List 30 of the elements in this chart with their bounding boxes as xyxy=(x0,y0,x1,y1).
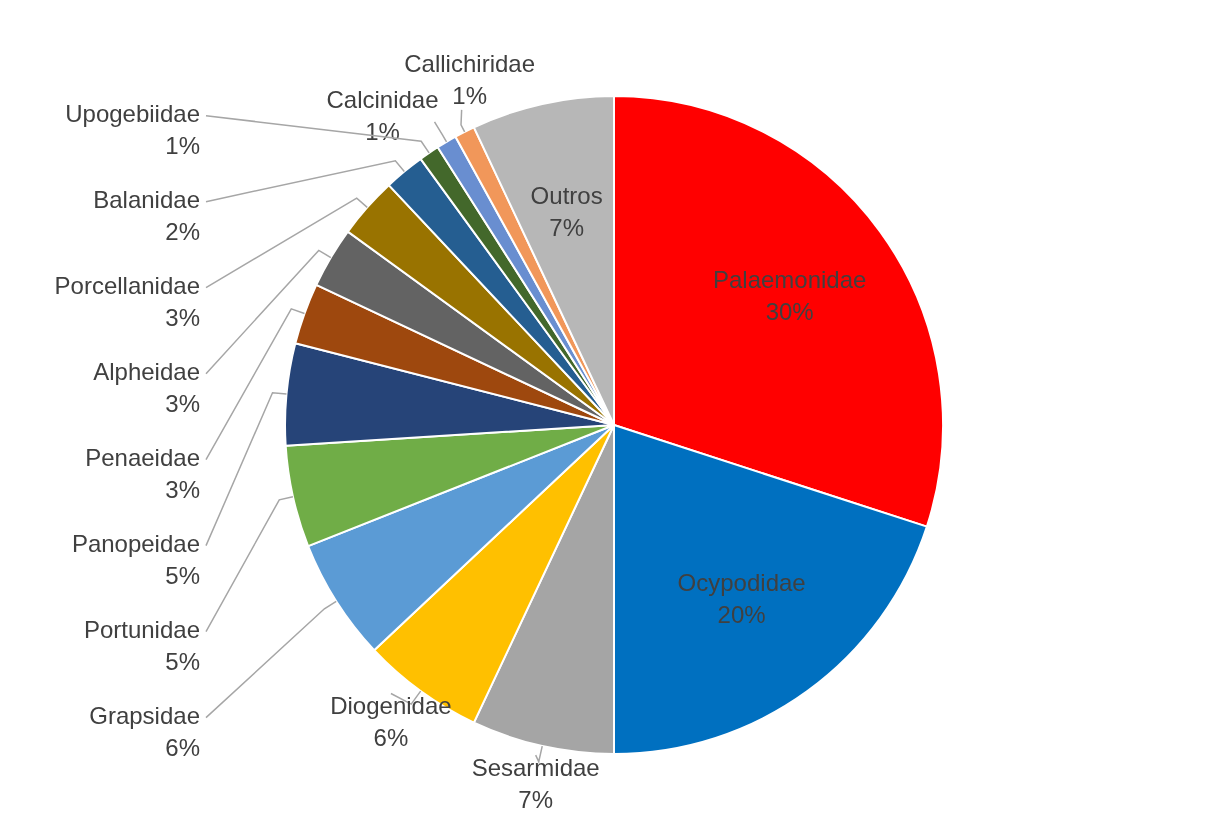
data-label: 1% xyxy=(452,82,487,110)
slice-label: Porcellanidae xyxy=(54,272,200,300)
data-label: 7% xyxy=(549,213,584,241)
data-label: 3% xyxy=(165,476,200,504)
slice-label: Ocypodidae xyxy=(677,569,806,597)
data-label: 5% xyxy=(165,562,200,590)
slice-label: Penaeidae xyxy=(85,444,200,472)
data-label: 1% xyxy=(165,132,200,160)
slice-label: Panopeidae xyxy=(71,530,200,558)
data-label: 6% xyxy=(165,734,200,762)
slice-label: Callichiridae xyxy=(404,50,535,78)
slice-label: Balanidae xyxy=(93,186,200,214)
slice-label: Palaemonidae xyxy=(712,265,867,293)
data-label: 20% xyxy=(717,601,766,629)
slice-label: Alpheidae xyxy=(93,358,200,386)
slice-label: Upogebiidae xyxy=(65,100,200,128)
data-label: 2% xyxy=(165,218,200,246)
data-label: 3% xyxy=(165,304,200,332)
data-label: 6% xyxy=(373,724,409,752)
data-label: 7% xyxy=(518,785,554,813)
slice-label: Grapsidae xyxy=(89,702,200,730)
data-label: 5% xyxy=(165,648,200,676)
data-label: 3% xyxy=(165,390,200,418)
slice-label: Outros xyxy=(530,181,603,209)
slice-label: Diogenidae xyxy=(330,692,452,720)
slice-label: Calcinidae xyxy=(326,86,439,114)
slice-label: Portunidae xyxy=(83,616,200,644)
data-label: 30% xyxy=(765,297,814,325)
data-label: 1% xyxy=(365,118,400,146)
slice-label: Sesarmidae xyxy=(471,753,600,781)
